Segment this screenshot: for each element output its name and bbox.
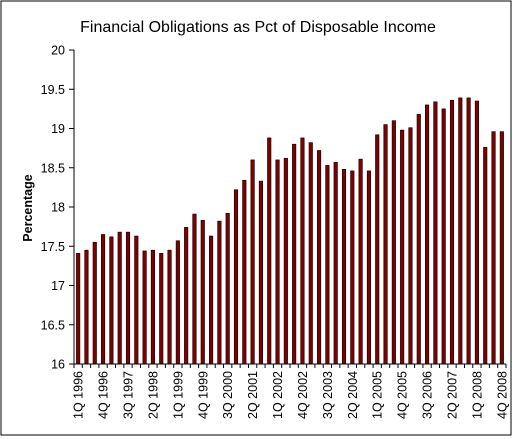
bar — [84, 249, 89, 365]
x-tick-label: 2Q 2007 — [446, 371, 460, 419]
x-tick-label: 3Q 1997 — [122, 371, 136, 419]
bar — [474, 100, 479, 365]
bar — [325, 165, 330, 365]
x-tick-label: 4Q 2002 — [296, 371, 310, 419]
bar — [275, 159, 280, 365]
bar — [300, 137, 305, 365]
bar — [499, 131, 504, 365]
x-tick-label: 1Q 2008 — [470, 371, 484, 419]
x-tick-label: 2Q 1998 — [146, 371, 160, 419]
x-tick-label: 3Q 2000 — [221, 371, 235, 419]
bar — [466, 97, 471, 365]
y-tick-label: 17 — [51, 279, 65, 293]
bar — [308, 142, 313, 365]
x-tick-label: 4Q 1996 — [97, 371, 111, 419]
bar — [358, 158, 363, 365]
bar — [250, 159, 255, 365]
x-tick-label: 1Q 2005 — [371, 371, 385, 419]
bar — [267, 137, 272, 365]
bar — [134, 235, 139, 365]
bar — [341, 169, 347, 365]
bar — [408, 127, 413, 365]
x-tick-label: 3Q 2003 — [321, 371, 335, 419]
bar — [283, 158, 288, 365]
bar — [92, 242, 97, 365]
x-tick-label: 4Q 2005 — [396, 371, 410, 419]
bar — [125, 231, 131, 365]
bar — [383, 124, 388, 365]
bar — [425, 104, 430, 365]
bar — [416, 114, 421, 365]
y-tick-label: 18.5 — [41, 161, 65, 175]
y-tick-label: 20 — [51, 44, 65, 58]
bar — [441, 108, 446, 365]
bar — [292, 143, 297, 365]
bar — [175, 240, 180, 365]
bar — [350, 170, 355, 365]
bar — [433, 101, 438, 365]
bar — [242, 180, 247, 365]
x-tick-label: 1Q 2002 — [271, 371, 285, 419]
x-tick-label: 1Q 1996 — [72, 371, 86, 419]
bar — [184, 227, 189, 365]
x-tick-label: 3Q 2006 — [421, 371, 435, 419]
x-tick-label: 1Q 1999 — [171, 371, 185, 419]
bar — [317, 150, 322, 365]
bar — [159, 253, 164, 365]
y-tick-label: 18 — [51, 201, 65, 215]
y-tick-label: 16.5 — [41, 318, 65, 332]
bar — [391, 120, 396, 365]
x-tick-label: 2Q 2004 — [346, 371, 360, 419]
bar — [200, 220, 205, 365]
bar — [375, 134, 380, 365]
bar — [117, 231, 122, 365]
bar — [400, 129, 405, 365]
bar — [458, 97, 463, 365]
bar — [109, 236, 114, 365]
bar — [483, 147, 488, 365]
x-tick-label: 4Q 2008 — [495, 371, 509, 419]
bar — [209, 235, 214, 365]
bar — [76, 253, 81, 365]
bar — [491, 131, 496, 365]
y-tick-label: 17.5 — [41, 240, 65, 254]
bar — [366, 170, 371, 365]
y-axis-label: Percentage — [21, 174, 35, 241]
bar — [258, 180, 263, 365]
y-tick-label: 19.5 — [41, 83, 65, 97]
y-tick-label: 19 — [51, 122, 65, 136]
plot-area: 16 16.5 17 17.5 18 18.5 19 19.5 20 1Q 1996 4Q 1996… — [41, 44, 510, 419]
bar — [150, 249, 155, 365]
y-tick-label: 16 — [51, 358, 65, 372]
bar — [225, 212, 230, 365]
x-tick-label: 2Q 2001 — [246, 371, 260, 419]
bar — [449, 99, 455, 365]
bar — [167, 249, 172, 365]
bar — [333, 161, 338, 365]
bar — [142, 250, 147, 365]
bar — [192, 213, 197, 365]
x-tick-label: 4Q 1999 — [196, 371, 210, 419]
bar — [101, 234, 106, 365]
chart-title: Financial Obligations as Pct of Disposab… — [80, 19, 436, 36]
bar — [233, 189, 239, 365]
bar — [217, 220, 222, 365]
